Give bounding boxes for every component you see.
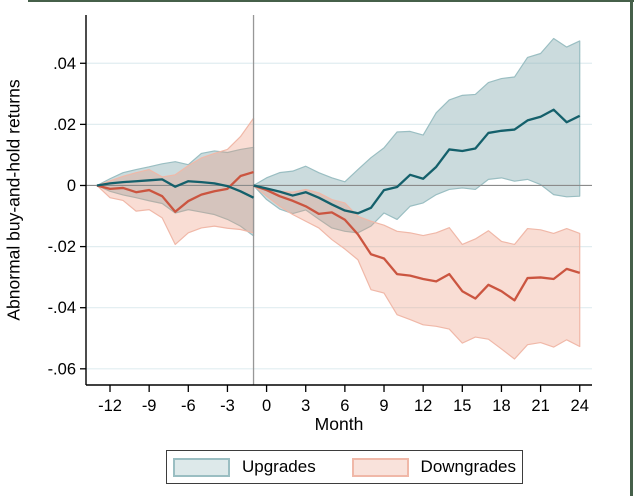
downgrades-post-line [253,184,581,302]
legend: Upgrades Downgrades [166,450,523,484]
legend-label-downgrades: Downgrades [420,457,516,476]
x-tick-label: 18 [492,397,510,415]
x-tick-label: 24 [571,397,589,415]
y-tick-label: -.06 [48,360,76,378]
y-tick-label: -.02 [48,238,76,256]
y-tick-label: .04 [53,55,76,73]
upgrades-post-line [253,108,581,215]
x-tick-label: 3 [301,397,310,415]
x-tick-label: 21 [531,397,549,415]
downgrades-post-band [252,184,581,360]
window-border-right [630,0,633,496]
x-tick-label: 0 [262,397,271,415]
upgrades-swatch-icon [173,457,230,477]
upgrades-pre-line [96,178,255,199]
window-border-top [28,0,634,2]
upgrades-post-band [252,37,581,234]
downgrades-pre-line [96,170,254,213]
x-tick-label: 9 [379,397,388,415]
x-tick-label: 15 [453,397,471,415]
x-tick-label: 6 [340,397,349,415]
y-tick-label: 0 [67,177,76,195]
x-axis-title: Month [315,414,364,434]
legend-entry-upgrades: Upgrades [173,457,316,477]
legend-entry-downgrades: Downgrades [351,457,516,477]
y-axis-title: Abnormal buy-and-hold returns [3,79,24,321]
legend-label-upgrades: Upgrades [242,457,316,476]
downgrades-swatch-icon [351,457,409,477]
x-tick-label: -3 [220,397,235,415]
x-tick-label: -9 [142,397,157,415]
x-tick-label: -6 [181,397,196,415]
x-tick-label: 12 [414,397,432,415]
x-tick-label: -12 [98,397,122,415]
plot-svg: .04 .02 0 -.02 -.04 -.06 -12 -9 -6 -3 0 3 6 9 12 15 18 21… [48,15,592,434]
y-tick-label: .02 [53,116,76,134]
y-tick-label: -.04 [48,299,76,317]
